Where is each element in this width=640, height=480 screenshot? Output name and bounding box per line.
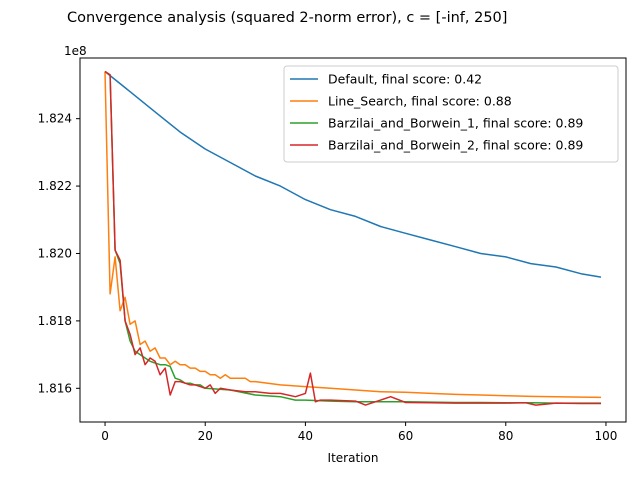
legend-label-2: Line_Search, final score: 0.88 xyxy=(328,94,512,109)
legend-label-3: Barzilai_and_Borwein_1, final score: 0.8… xyxy=(328,116,583,131)
x-tick-label: 20 xyxy=(198,429,213,443)
y-tick-label: 1.816 xyxy=(38,381,72,395)
series-lines xyxy=(104,70,602,406)
x-tick-label: 80 xyxy=(498,429,513,443)
series-line-2 xyxy=(104,71,602,399)
x-tick-label: 60 xyxy=(398,429,413,443)
x-axis-label: Iteration xyxy=(328,451,379,465)
y-tick-label: 1.818 xyxy=(38,314,72,328)
axes-frame xyxy=(79,57,627,423)
x-tick-label: 0 xyxy=(101,429,109,443)
y-tick-label: 1.820 xyxy=(38,246,72,260)
series-line-4 xyxy=(104,70,601,406)
y-tick-label: 1.822 xyxy=(38,179,72,193)
x-axis-ticks: 0 20 40 60 80 100 xyxy=(101,422,617,443)
y-axis-ticks: 1.816 1.818 1.820 1.822 1.824 xyxy=(38,112,80,395)
legend-label-4: Barzilai_and_Borwein_2, final score: 0.8… xyxy=(328,138,583,153)
y-offset-label: 1e8 xyxy=(64,44,87,58)
series-line-1 xyxy=(104,70,602,278)
legend: Default, final score: 0.42 Line_Search, f… xyxy=(283,65,619,163)
y-tick-label: 1.824 xyxy=(38,112,72,126)
x-tick-label: 100 xyxy=(595,429,618,443)
x-tick-label: 40 xyxy=(298,429,313,443)
chart-title: Convergence analysis (squared 2-norm err… xyxy=(67,10,507,26)
plot-area xyxy=(79,57,627,423)
legend-box xyxy=(283,65,619,163)
legend-label-1: Default, final score: 0.42 xyxy=(328,72,482,87)
